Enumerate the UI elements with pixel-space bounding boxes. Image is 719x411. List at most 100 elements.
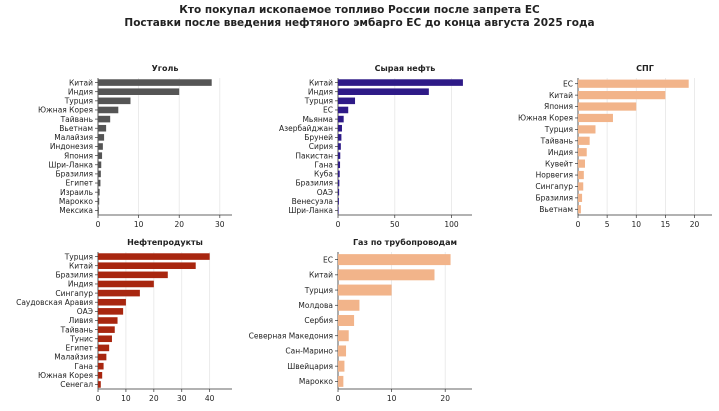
subplot-title: Сырая нефть (375, 64, 436, 73)
category-label: Бразилия (295, 179, 333, 188)
bar-южная-корея (98, 372, 103, 379)
category-label: Индия (548, 148, 573, 157)
chart-subtitle: Поставки после введения нефтяного эмбарг… (124, 17, 595, 29)
x-tick-label: 40 (205, 394, 215, 403)
category-label: Япония (544, 102, 573, 111)
bar-индия (578, 148, 587, 157)
x-tick-label: 20 (149, 394, 159, 403)
subplot-title: СПГ (636, 64, 654, 73)
category-label: Турция (304, 97, 333, 106)
category-label: Малайзия (54, 133, 93, 142)
bar-ес (338, 106, 349, 114)
bar-молдова (338, 299, 360, 311)
category-label: Турция (544, 125, 573, 134)
bar-китай (338, 79, 463, 86)
bar-израиль (98, 188, 100, 196)
category-label: Южная Корея (518, 114, 573, 123)
x-tick-label: 50 (390, 220, 400, 229)
category-label: Гана (74, 362, 93, 371)
subplot-title: Уголь (152, 64, 179, 73)
bar-северная-македония (338, 330, 349, 342)
bar-марокко (98, 198, 100, 205)
category-label: Китай (69, 78, 93, 87)
bar-азербайджан (338, 124, 342, 132)
title-block: Кто покупал ископаемое топливо России по… (0, 4, 719, 30)
category-label: Сенегал (60, 380, 93, 389)
category-label: Египет (66, 344, 94, 353)
category-label: Тайвань (60, 325, 93, 334)
bar-тайвань (578, 136, 590, 145)
bar-вьетнам (578, 205, 581, 214)
bar-саудовская-аравия (98, 298, 126, 306)
bar-кувейт (578, 159, 585, 168)
category-label: Шри-Ланка (48, 160, 93, 169)
bar-бразилия (98, 271, 168, 279)
bar-тайвань (98, 115, 111, 123)
bar-китай (98, 262, 196, 269)
category-label: Сирия (309, 142, 333, 151)
category-label: Индия (308, 87, 333, 96)
bar-египет (98, 344, 110, 352)
x-tick-label: 20 (690, 220, 700, 229)
bar-турция (578, 125, 596, 134)
category-label: Малайзия (54, 353, 93, 362)
category-label: Сербия (304, 316, 333, 325)
bar-бразилия (578, 193, 583, 202)
category-label: Южная Корея (38, 106, 93, 115)
category-label: Гана (314, 160, 333, 169)
x-tick-label: 15 (661, 220, 671, 229)
bar-бруней (338, 134, 342, 141)
category-label: Марокко (299, 377, 333, 386)
bar-ес (338, 254, 451, 266)
subplot-5: Газ по трубопроводам ЕС Китай Турция Молдова… (249, 237, 472, 403)
bar-китай (338, 269, 435, 281)
category-label: Тайвань (60, 115, 93, 124)
x-tick-label: 30 (177, 394, 187, 403)
x-tick-label: 10 (134, 220, 144, 229)
bar-турция (338, 97, 356, 105)
subplot-4: Нефтепродукты ТурцияКитайБразилияИндияСин… (16, 238, 232, 403)
bar-сенегал (98, 381, 101, 388)
category-label: Бразилия (55, 271, 93, 280)
category-label: Бруней (304, 133, 333, 142)
bar-малайзия (98, 134, 105, 141)
chart-title: Кто покупал ископаемое топливо России по… (179, 4, 540, 16)
bar-мьянма (338, 115, 344, 123)
category-label: Шри-Ланка (288, 206, 333, 215)
subplot-title: Нефтепродукты (127, 238, 203, 247)
bar-турция (338, 284, 392, 296)
subplot-3: СПГ ЕС Китай Япония Южная Корея Турция Тайвань… (518, 64, 712, 229)
category-label: Сингапур (55, 289, 93, 298)
category-label: Тайвань (540, 136, 573, 145)
x-tick-label: 0 (336, 220, 341, 229)
bar-тунис (98, 335, 112, 343)
bar-япония (578, 102, 637, 111)
category-label: ОАЭ (77, 307, 93, 316)
bar-оаэ (338, 188, 340, 196)
bar-япония (98, 152, 103, 159)
x-tick-label: 5 (605, 220, 610, 229)
subplot-title: Газ по трубопроводам (353, 237, 457, 247)
category-label: Кувейт (545, 159, 574, 168)
category-label: Индия (68, 280, 93, 289)
x-tick-label: 10 (387, 394, 397, 403)
category-label: Израиль (60, 188, 93, 197)
category-label: Северная Македония (249, 331, 333, 340)
bar-индия (98, 88, 180, 95)
x-tick-label: 100 (444, 220, 459, 229)
category-label: Мексика (59, 206, 93, 215)
category-label: ЕС (323, 255, 333, 264)
category-label: Индонезия (50, 142, 93, 151)
bar-пакистан (338, 152, 341, 159)
bar-тайвань (98, 326, 115, 333)
category-label: Китай (549, 91, 573, 100)
bar-гана (98, 362, 104, 370)
category-label: Индия (68, 87, 93, 96)
x-tick-label: 20 (174, 220, 184, 229)
bar-вьетнам (98, 124, 107, 132)
category-label: Китай (309, 78, 333, 87)
bar-шри-ланка (98, 161, 102, 169)
bar-сан-марино (338, 345, 347, 357)
